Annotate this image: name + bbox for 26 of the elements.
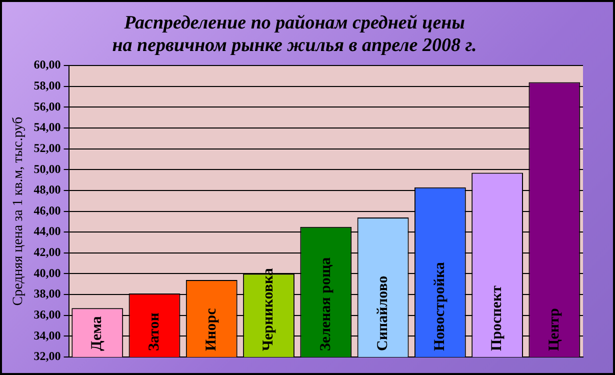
x-tick-label: Центр [546,308,562,351]
x-tick-label: Дема [89,316,106,351]
x-tick-label: Проспект [489,284,506,351]
y-tick-label: 38,00 [34,286,61,301]
y-tick-label: 48,00 [34,182,61,197]
x-tick-label: Новостройка [432,262,448,351]
y-tick-label: 44,00 [34,224,61,238]
y-axis-title: Средняя цена за 1 кв.м, тыс.руб [11,116,26,306]
y-tick-label: 52,00 [34,140,61,155]
chart-title: Распределение по районам средней цены на первичном рынке жилья в апреле 2008 г. [112,12,477,56]
x-tick-label: Зеленая роща [318,256,334,351]
y-tick-label: 32,00 [34,349,61,364]
y-tick-label: 54,00 [34,120,61,134]
x-tick-label: Затон [146,312,162,351]
y-tick-label: 46,00 [34,203,61,218]
y-tick-label: 60,00 [34,58,61,72]
y-tick-label: 34,00 [34,328,61,342]
y-tick-label: 58,00 [34,78,61,93]
y-tick-label: 42,00 [34,245,61,260]
x-tick-label: Инорс [204,308,220,351]
x-tick-label: Сипайлово [374,276,391,351]
x-tick-label: Черниковка [260,268,277,351]
y-tick-label: 56,00 [34,99,61,114]
y-tick-label: 50,00 [34,162,61,176]
y-tick-label: 36,00 [34,307,61,322]
y-tick-label: 40,00 [34,266,61,280]
